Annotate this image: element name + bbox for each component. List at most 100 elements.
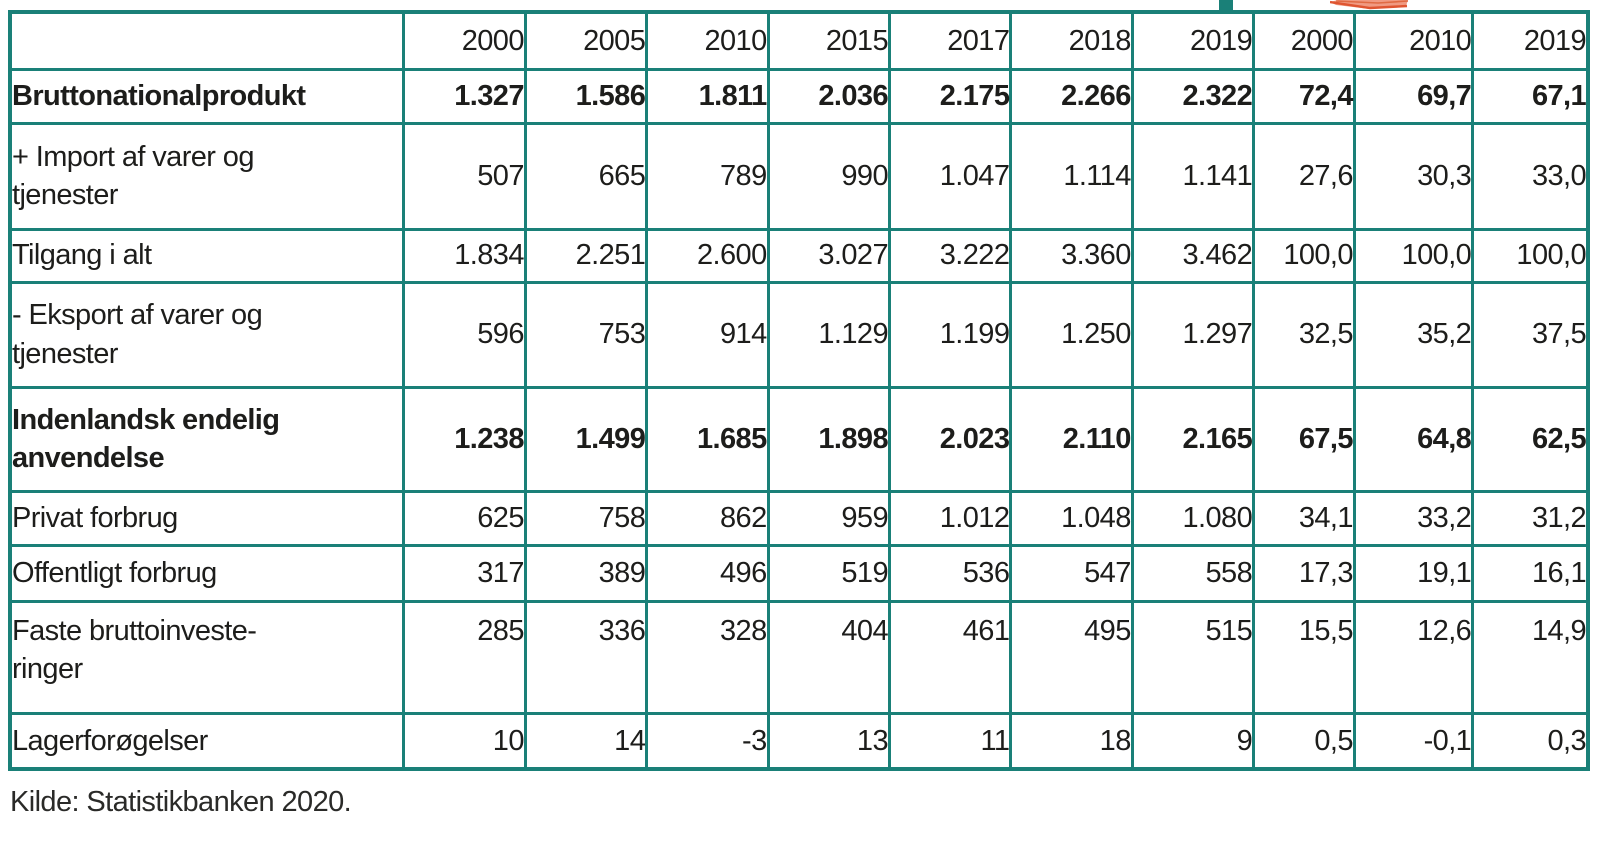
column-header-year: 2010 <box>645 10 770 71</box>
percent-cell: 100,0 <box>1252 227 1356 284</box>
value-cell: 2.036 <box>766 67 891 125</box>
value-cell: 2.600 <box>645 227 770 284</box>
value-cell: 2.023 <box>887 385 1013 493</box>
percent-cell: 33,0 <box>1471 121 1590 231</box>
percent-cell: 37,5 <box>1471 280 1590 389</box>
value-cell: 2.110 <box>1009 385 1134 493</box>
percent-cell: 17,3 <box>1252 543 1356 603</box>
percent-cell: 67,1 <box>1471 67 1590 125</box>
value-cell: 2.322 <box>1130 67 1256 125</box>
table-row: Tilgang i alt 1.834 2.251 2.600 3.027 3.222 3.… <box>8 227 1590 284</box>
value-cell: 10 <box>402 711 527 771</box>
column-header-year-pct: 2019 <box>1471 10 1590 71</box>
value-cell: 1.685 <box>645 385 770 493</box>
value-cell: 1.297 <box>1130 280 1256 389</box>
table-row: + Import af varer og tjenester 507 665 789 9… <box>8 121 1590 231</box>
value-cell: 328 <box>645 599 770 715</box>
value-cell: 558 <box>1130 543 1256 603</box>
value-cell: 1.012 <box>887 489 1013 547</box>
row-label: Faste bruttoinveste- ringer <box>8 599 406 715</box>
percent-cell: 19,1 <box>1352 543 1475 603</box>
percent-cell: 14,9 <box>1471 599 1590 715</box>
value-cell: 11 <box>887 711 1013 771</box>
value-cell: 507 <box>402 121 527 231</box>
value-cell: 1.129 <box>766 280 891 389</box>
row-label: + Import af varer og tjenester <box>8 121 406 231</box>
percent-cell: 16,1 <box>1471 543 1590 603</box>
percent-cell: 100,0 <box>1471 227 1590 284</box>
value-cell: 461 <box>887 599 1013 715</box>
percent-cell: 69,7 <box>1352 67 1475 125</box>
table-row: Bruttonationalprodukt 1.327 1.586 1.811 2.03… <box>8 67 1590 125</box>
value-cell: 9 <box>1130 711 1256 771</box>
percent-cell: 31,2 <box>1471 489 1590 547</box>
value-cell: 1.080 <box>1130 489 1256 547</box>
column-header-year-pct: 2000 <box>1252 10 1356 71</box>
value-cell: 596 <box>402 280 527 389</box>
percent-cell: 12,6 <box>1352 599 1475 715</box>
row-label: Tilgang i alt <box>8 227 406 284</box>
value-cell: 1.499 <box>523 385 649 493</box>
column-header-year-pct: 2010 <box>1352 10 1475 71</box>
value-cell: 547 <box>1009 543 1134 603</box>
percent-cell: 15,5 <box>1252 599 1356 715</box>
value-cell: 515 <box>1130 599 1256 715</box>
percent-cell: -0,1 <box>1352 711 1475 771</box>
value-cell: 1.238 <box>402 385 527 493</box>
value-cell: 3.360 <box>1009 227 1134 284</box>
percent-cell: 67,5 <box>1252 385 1356 493</box>
corner-cell <box>8 10 406 71</box>
table-row: Faste bruttoinveste- ringer 285 336 328 404 4… <box>8 599 1590 715</box>
column-header-year: 2019 <box>1130 10 1256 71</box>
value-cell: 519 <box>766 543 891 603</box>
value-cell: 495 <box>1009 599 1134 715</box>
value-cell: 404 <box>766 599 891 715</box>
table-row: Privat forbrug 625 758 862 959 1.012 1.048 1.08… <box>8 489 1590 547</box>
row-label: Privat forbrug <box>8 489 406 547</box>
value-cell: 1.586 <box>523 67 649 125</box>
table-row: Indenlandsk endelig anvendelse 1.238 1.499… <box>8 385 1590 493</box>
percent-cell: 34,1 <box>1252 489 1356 547</box>
value-cell: 389 <box>523 543 649 603</box>
value-cell: 1.250 <box>1009 280 1134 389</box>
value-cell: 14 <box>523 711 649 771</box>
value-cell: 3.462 <box>1130 227 1256 284</box>
value-cell: 625 <box>402 489 527 547</box>
percent-cell: 30,3 <box>1352 121 1475 231</box>
column-header-year: 2017 <box>887 10 1013 71</box>
value-cell: 753 <box>523 280 649 389</box>
value-cell: 665 <box>523 121 649 231</box>
value-cell: 536 <box>887 543 1013 603</box>
table-row: - Eksport af varer og tjenester 596 753 914… <box>8 280 1590 389</box>
row-label: Bruttonationalprodukt <box>8 67 406 125</box>
column-header-year: 2015 <box>766 10 891 71</box>
percent-cell: 35,2 <box>1352 280 1475 389</box>
value-cell: 285 <box>402 599 527 715</box>
percent-cell: 33,2 <box>1352 489 1475 547</box>
value-cell: 317 <box>402 543 527 603</box>
row-label: Indenlandsk endelig anvendelse <box>8 385 406 493</box>
table-row: Offentligt forbrug 317 389 496 519 536 547 558 1… <box>8 543 1590 603</box>
row-label: Offentligt forbrug <box>8 543 406 603</box>
column-header-year: 2005 <box>523 10 649 71</box>
value-cell: 336 <box>523 599 649 715</box>
value-cell: 3.222 <box>887 227 1013 284</box>
value-cell: 959 <box>766 489 891 547</box>
header-row: 2000 2005 2010 2015 2017 2018 2019 2000 … <box>8 10 1590 71</box>
percent-cell: 100,0 <box>1352 227 1475 284</box>
orange-scribble-icon <box>1330 0 1408 10</box>
value-cell: 496 <box>645 543 770 603</box>
value-cell: 862 <box>645 489 770 547</box>
value-cell: 1.811 <box>645 67 770 125</box>
row-label: Lagerforøgelser <box>8 711 406 771</box>
column-header-year: 2018 <box>1009 10 1134 71</box>
value-cell: 1.327 <box>402 67 527 125</box>
value-cell: 3.027 <box>766 227 891 284</box>
value-cell: 2.175 <box>887 67 1013 125</box>
value-cell: 990 <box>766 121 891 231</box>
value-cell: 2.165 <box>1130 385 1256 493</box>
value-cell: 1.114 <box>1009 121 1134 231</box>
value-cell: 789 <box>645 121 770 231</box>
value-cell: 2.251 <box>523 227 649 284</box>
